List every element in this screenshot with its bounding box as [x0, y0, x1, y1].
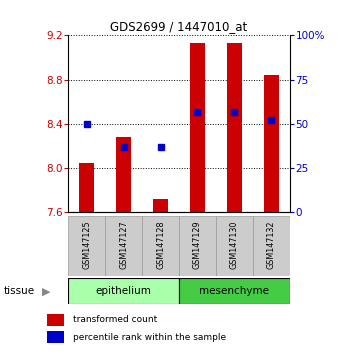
Title: GDS2699 / 1447010_at: GDS2699 / 1447010_at — [110, 20, 248, 33]
Bar — [227, 43, 242, 212]
Bar — [105, 216, 142, 276]
Text: GSM147128: GSM147128 — [156, 221, 165, 269]
Text: transformed count: transformed count — [73, 315, 157, 324]
Text: GSM147125: GSM147125 — [82, 221, 91, 269]
Text: mesenchyme: mesenchyme — [199, 286, 269, 296]
Bar — [47, 314, 64, 326]
Bar — [253, 216, 290, 276]
Bar — [68, 278, 179, 304]
Bar — [216, 216, 253, 276]
Bar — [153, 199, 168, 212]
Bar — [68, 216, 105, 276]
Bar — [47, 331, 64, 343]
Text: GSM147130: GSM147130 — [230, 221, 239, 269]
Bar — [179, 216, 216, 276]
Text: ▶: ▶ — [42, 286, 50, 296]
Bar — [190, 43, 205, 212]
Text: GSM147132: GSM147132 — [267, 221, 276, 269]
Bar — [79, 162, 94, 212]
Bar — [264, 75, 279, 212]
Text: tissue: tissue — [3, 286, 34, 296]
Text: GSM147129: GSM147129 — [193, 221, 202, 269]
Text: epithelium: epithelium — [96, 286, 151, 296]
Bar — [179, 278, 290, 304]
Bar — [116, 137, 131, 212]
Text: GSM147127: GSM147127 — [119, 221, 128, 269]
Bar — [142, 216, 179, 276]
Text: percentile rank within the sample: percentile rank within the sample — [73, 333, 226, 342]
